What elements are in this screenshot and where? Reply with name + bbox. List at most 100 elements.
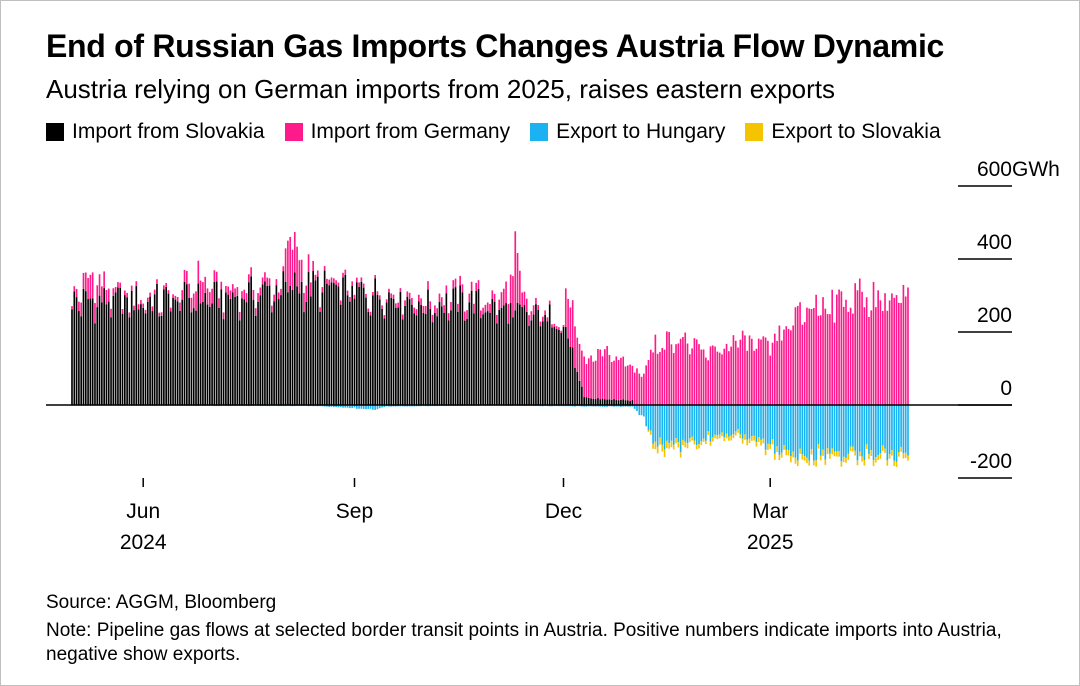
bar-import-from-germany (406, 291, 409, 297)
bar-export-to-slovakia (711, 437, 714, 442)
bar-import-from-germany (337, 282, 340, 287)
bar-import-from-slovakia (119, 287, 122, 405)
bar-export-to-slovakia (888, 454, 891, 459)
bar-import-from-germany (367, 308, 370, 313)
bar-import-from-germany (293, 232, 296, 273)
bar-import-from-germany (833, 322, 836, 405)
axes-layer: 600 400 200 0 -200 GWh Jun 2024 Sep Dec Mar 2025 (46, 158, 1060, 554)
bar-export-to-slovakia (806, 457, 808, 464)
bar-import-from-germany (824, 308, 827, 405)
bar-export-to-slovakia (737, 429, 739, 433)
bar-import-from-slovakia (620, 399, 622, 405)
bar-import-from-slovakia (174, 299, 177, 405)
bar-export-to-slovakia (702, 438, 705, 442)
bar-import-from-germany (128, 312, 131, 318)
bar-import-from-germany (181, 290, 184, 300)
bar-import-from-slovakia (360, 281, 363, 405)
bar-import-from-germany (895, 295, 898, 405)
bar-import-from-germany (167, 290, 170, 294)
bar-export-to-hungary (764, 405, 767, 450)
bar-export-to-hungary (813, 405, 815, 461)
bar-import-from-germany (339, 300, 342, 305)
bar-import-from-germany (202, 282, 204, 302)
bar-export-to-hungary (902, 405, 905, 453)
bar-import-from-germany (438, 293, 441, 303)
legend-item-import-slovakia: Import from Slovakia (46, 120, 265, 144)
bar-import-from-germany (626, 365, 629, 401)
bar-import-from-germany (638, 373, 641, 405)
bar-export-to-hungary (633, 405, 636, 409)
bar-import-from-germany (326, 278, 328, 284)
bar-import-from-slovakia (569, 347, 572, 405)
x-tick-label: Mar (752, 500, 788, 523)
bar-import-from-germany (383, 315, 386, 319)
bar-export-to-slovakia (790, 456, 792, 463)
bar-import-from-slovakia (130, 290, 133, 405)
bar-import-from-germany (581, 350, 583, 387)
bar-import-from-slovakia (96, 307, 99, 405)
bar-export-to-hungary (376, 405, 379, 410)
bar-export-to-slovakia (833, 451, 836, 457)
bar-import-from-germany (734, 340, 737, 405)
bar-import-from-germany (705, 357, 707, 405)
bar-import-from-germany (234, 288, 236, 297)
bar-import-from-germany (206, 288, 209, 305)
bar-import-from-germany (847, 311, 850, 405)
bar-import-from-slovakia (424, 314, 427, 405)
bar-export-to-slovakia (829, 453, 831, 459)
bar-import-from-slovakia (493, 301, 496, 405)
bar-import-from-slovakia (137, 309, 140, 405)
bar-import-from-germany (227, 286, 229, 295)
bar-import-from-germany (264, 272, 266, 282)
bar-export-to-slovakia (835, 451, 838, 457)
bar-import-from-slovakia (101, 302, 103, 405)
bar-import-from-slovakia (167, 293, 170, 405)
bar-import-from-germany (622, 356, 625, 400)
bar-import-from-germany (238, 311, 241, 321)
bar-import-from-germany (831, 289, 834, 405)
bar-import-from-germany (530, 311, 533, 321)
bar-import-from-germany (429, 301, 432, 309)
bar-export-to-slovakia (865, 444, 868, 449)
bar-import-from-slovakia (215, 281, 218, 405)
bar-import-from-germany (893, 297, 896, 405)
bar-import-from-slovakia (381, 308, 383, 405)
bar-import-from-germany (548, 300, 551, 305)
bar-import-from-germany (457, 303, 459, 312)
bar-export-to-hungary (886, 405, 889, 461)
bar-export-to-hungary (879, 405, 882, 454)
bar-export-to-hungary (771, 405, 774, 440)
bar-import-from-slovakia (291, 289, 294, 405)
bar-export-to-slovakia (897, 452, 900, 457)
legend: Import from Slovakia Import from Germany… (46, 120, 941, 144)
legend-item-export-hungary: Export to Hungary (530, 120, 725, 144)
bar-import-from-germany (197, 260, 200, 284)
bar-import-from-germany (691, 348, 693, 405)
bar-import-from-slovakia (80, 316, 83, 405)
bar-import-from-germany (900, 302, 902, 405)
bar-import-from-germany (282, 266, 285, 272)
bar-import-from-slovakia (261, 284, 264, 405)
bar-export-to-hungary (702, 405, 705, 439)
bar-export-to-hungary (328, 405, 331, 408)
bar-import-from-germany (447, 313, 450, 321)
bar-export-to-hungary (679, 405, 682, 453)
bar-import-from-germany (215, 271, 218, 282)
bar-export-to-hungary (847, 405, 850, 454)
bar-import-from-germany (422, 305, 425, 313)
bar-export-to-hungary (688, 405, 691, 439)
bar-import-from-germany (273, 294, 275, 302)
bar-import-from-slovakia (84, 291, 87, 405)
y-tick-label: 200 (977, 304, 1012, 327)
legend-swatch (530, 123, 549, 141)
bar-import-from-slovakia (376, 294, 379, 405)
bar-export-to-slovakia (656, 446, 659, 454)
bar-import-from-slovakia (401, 319, 404, 405)
bar-export-to-hungary (583, 405, 585, 407)
bar-import-from-germany (321, 287, 324, 293)
bar-import-from-germany (388, 288, 390, 293)
bar-export-to-slovakia (877, 455, 879, 460)
bar-import-from-germany (537, 304, 540, 310)
bar-import-from-germany (739, 339, 742, 405)
bar-import-from-slovakia (293, 272, 296, 405)
